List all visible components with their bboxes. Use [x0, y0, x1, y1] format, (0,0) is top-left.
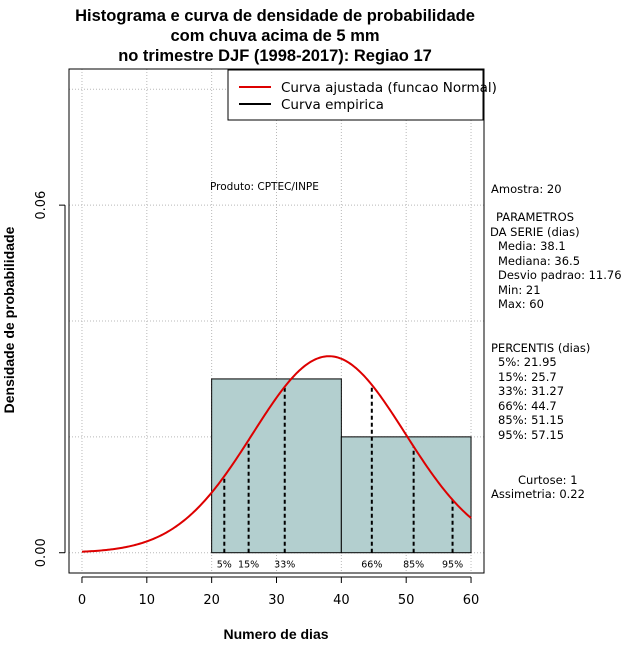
stat-sd: Desvio padrao: 11.76: [498, 268, 622, 282]
percentile-95: 95%: 57.15: [498, 428, 564, 442]
percentile-label-0: 5%: [217, 560, 232, 571]
percentiles-title: PERCENTIS (dias): [491, 341, 590, 355]
y-axis: 0.00 0.06: [34, 191, 66, 567]
x-axis-label: Numero de dias: [223, 626, 328, 642]
legend-label-fit: Curva ajustada (funcao Normal): [281, 80, 497, 96]
params-title: PARAMETROS: [496, 210, 574, 224]
x-tick-label-5: 50: [398, 593, 415, 608]
chart-title-line-3: no trimestre DJF (1998-2017): Regiao 17: [118, 47, 432, 65]
legend-label-empirical: Curva empirica: [281, 97, 384, 113]
percentile-label-4: 85%: [403, 560, 424, 571]
sample-size: Amostra: 20: [491, 182, 562, 196]
percentile-33: 33%: 31.27: [498, 384, 564, 398]
percentile-label-5: 95%: [442, 560, 463, 571]
percentile-66: 66%: 44.7: [498, 399, 557, 413]
percentile-label-2: 33%: [274, 560, 295, 571]
normal-fit-curve: [81, 355, 472, 553]
skewness: Assimetria: 0.22: [491, 487, 585, 501]
x-axis: 0 10 20 30 40 50 60: [78, 576, 480, 608]
percentile-lines: [223, 384, 454, 553]
params-subtitle: DA SERIE (dias): [490, 225, 580, 239]
legend: Curva ajustada (funcao Normal) Curva emp…: [227, 69, 497, 121]
percentile-5: 5%: 21.95: [498, 355, 557, 369]
histogram-bar-0: [211, 378, 342, 554]
percentile-label-1: 15%: [238, 560, 259, 571]
percentile-15: 15%: 25.7: [498, 370, 557, 384]
plot-frame: [68, 68, 485, 574]
percentile-label-3: 66%: [361, 560, 382, 571]
x-tick-label-2: 20: [203, 593, 220, 608]
stat-mean: Media: 38.1: [498, 239, 566, 253]
y-tick-label-1: 0.06: [34, 191, 49, 220]
chart-title-line-1: Histograma e curva de densidade de proba…: [75, 7, 475, 25]
x-tick-label-3: 30: [268, 593, 285, 608]
legend-box: [227, 69, 484, 121]
y-tick-label-0: 0.00: [34, 538, 49, 567]
chart-title-line-2: com chuva acima de 5 mm: [170, 27, 379, 45]
stat-max: Max: 60: [498, 297, 544, 311]
kurtosis: Curtose: 1: [518, 473, 578, 487]
stat-median: Mediana: 36.5: [498, 254, 580, 268]
y-axis-label: Densidade de probabilidade: [1, 226, 17, 413]
statistics-panel: Amostra: 20 PARAMETROS DA SERIE (dias) M…: [490, 182, 622, 501]
x-tick-label-4: 40: [333, 593, 350, 608]
percentile-labels: 5% 15% 33% 66% 85% 95%: [217, 560, 463, 571]
histogram-bars: [211, 378, 472, 554]
x-tick-label-0: 0: [78, 593, 86, 608]
stat-min: Min: 21: [498, 283, 541, 297]
x-tick-label-6: 60: [463, 593, 480, 608]
grid: [69, 69, 484, 573]
percentile-85: 85%: 51.15: [498, 413, 564, 427]
product-annotation: Produto: CPTEC/INPE: [210, 181, 319, 193]
x-tick-label-1: 10: [139, 593, 156, 608]
